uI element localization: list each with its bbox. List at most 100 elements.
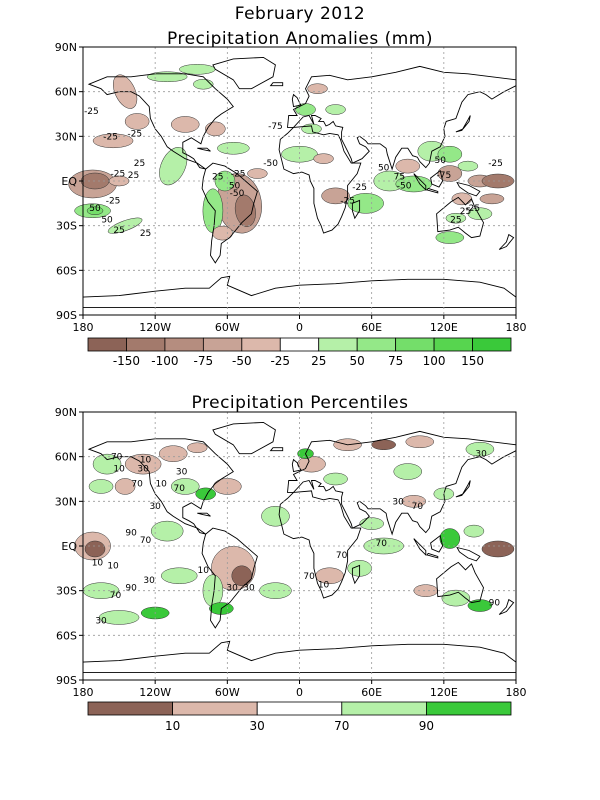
- contour-label: 70: [131, 479, 143, 489]
- colorbar-swatch: [433, 337, 473, 352]
- coastline: [430, 534, 444, 553]
- contour-label: 30: [149, 502, 161, 512]
- anomaly-colorbar: -150 -100 -75 -50 -25 25 50 75 100 150: [87, 337, 512, 368]
- contour-label: 70: [173, 484, 185, 494]
- coastline: [291, 458, 302, 473]
- anomaly-region: [307, 83, 328, 94]
- coastline: [197, 147, 211, 152]
- lat-tick-label: 30N: [55, 130, 77, 143]
- coastline: [87, 438, 234, 535]
- anomaly-region: [301, 123, 322, 135]
- contour-label: 90: [125, 529, 137, 539]
- coastlines: [82, 421, 517, 674]
- colorbar-swatch: [395, 337, 435, 352]
- contour-label: 25: [140, 229, 151, 239]
- lon-tick-label: 0: [296, 686, 303, 699]
- contour-label: -50: [230, 189, 245, 199]
- lat-tick-label: 60N: [55, 86, 77, 99]
- coastline: [413, 173, 427, 191]
- contour-label: 50: [89, 204, 101, 214]
- anomaly-region: [159, 147, 188, 186]
- contour-label: 70: [336, 551, 348, 561]
- lon-tick-label: 0: [296, 321, 303, 334]
- contour-label: 30: [243, 584, 255, 594]
- coastline: [455, 480, 471, 498]
- colorbar-label: 70: [334, 719, 349, 733]
- contour-label: 10: [140, 456, 152, 466]
- anomaly-region: [313, 153, 334, 164]
- coastline: [351, 564, 361, 585]
- anomaly-region: [84, 540, 106, 558]
- contour-label: 70: [303, 572, 315, 582]
- coastline: [287, 430, 517, 536]
- anomaly-region: [467, 207, 493, 221]
- coastline: [82, 640, 517, 674]
- colorbar-swatch: [256, 701, 343, 716]
- contour-label: -25: [127, 129, 142, 139]
- lon-tick-label: 180: [506, 686, 527, 699]
- colorbar-swatch: [318, 337, 358, 352]
- contour-label: 10: [318, 581, 330, 591]
- anomaly-region: [439, 528, 461, 549]
- percentile-colorbar: 10 30 70 90: [87, 701, 512, 733]
- contour-label: 25: [134, 159, 145, 169]
- coastline: [498, 598, 515, 615]
- contour-label: 30: [143, 576, 155, 586]
- colorbar-swatch: [87, 701, 173, 716]
- anomaly-region: [160, 567, 198, 585]
- lat-tick-label: 60S: [56, 264, 77, 277]
- coastline: [87, 73, 234, 170]
- colorbar-label: -25: [270, 354, 290, 368]
- colorbar-label: 10: [165, 719, 180, 733]
- anomaly-region: [114, 478, 136, 495]
- contour-label: -25: [84, 107, 99, 117]
- anomaly-region: [297, 455, 326, 473]
- anomaly-region: [146, 71, 188, 83]
- coastline: [436, 196, 484, 239]
- anomaly-region: [405, 435, 435, 449]
- contour-label: -50: [397, 181, 412, 191]
- colorbar-swatch: [241, 337, 281, 352]
- anomaly-region: [195, 487, 216, 501]
- anomaly-region: [325, 104, 346, 115]
- coastline: [291, 93, 302, 108]
- anomaly-region: [323, 472, 348, 486]
- contour-label: 75: [394, 173, 405, 183]
- colorbar-swatch: [356, 337, 397, 352]
- coastline: [351, 199, 361, 220]
- colorbar-swatch: [279, 337, 320, 352]
- anomaly-region: [463, 524, 485, 538]
- lon-tick-label: 180: [506, 321, 527, 334]
- contour-label: 30: [475, 450, 487, 460]
- colorbar-swatch: [172, 701, 258, 716]
- lat-tick-label: EQ: [61, 540, 77, 553]
- lat-tick-label: 60N: [55, 451, 77, 464]
- coastline: [426, 187, 439, 194]
- colorbar-swatch: [472, 337, 512, 352]
- contour-label: -25: [465, 204, 480, 214]
- colorbar-swatch: [126, 337, 166, 352]
- gridlines: [83, 47, 516, 315]
- colorbar-label: 25: [311, 354, 326, 368]
- anomaly-region: [88, 479, 114, 494]
- contour-label: 70: [110, 591, 122, 601]
- colorbar-swatch: [164, 337, 204, 352]
- colorbar-swatch: [87, 337, 127, 352]
- contour-label: 30: [226, 584, 238, 594]
- coastline: [269, 447, 284, 452]
- anomaly-region: [92, 453, 122, 475]
- anomaly-region: [481, 540, 515, 558]
- colorbar-label: 75: [388, 354, 403, 368]
- contour-label: 10: [107, 561, 119, 571]
- anomaly-region: [347, 193, 384, 214]
- lon-tick-label: 180: [73, 321, 94, 334]
- coastline: [212, 421, 276, 455]
- lon-tick-label: 60W: [215, 686, 240, 699]
- colorbar-label: 50: [350, 354, 365, 368]
- contour-label: 50: [229, 181, 241, 191]
- anomaly-region: [150, 520, 184, 542]
